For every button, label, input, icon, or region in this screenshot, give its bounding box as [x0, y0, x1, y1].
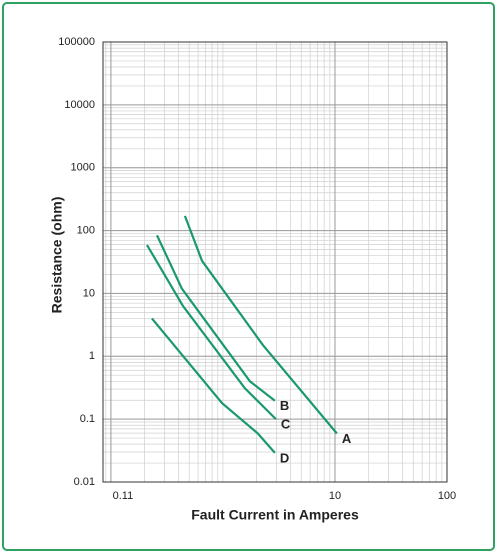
y-tick-label: 100000 — [58, 36, 95, 48]
curve-label: B — [280, 398, 289, 413]
curve-label: D — [280, 450, 289, 465]
curve — [156, 234, 276, 402]
frame — [2, 2, 495, 551]
curve-label: A — [342, 431, 352, 446]
curve — [146, 244, 277, 420]
curve — [151, 317, 276, 454]
y-tick-label: 0.01 — [74, 476, 95, 488]
x-tick-label: 100 — [438, 490, 456, 502]
y-tick-label: 100 — [77, 224, 95, 236]
x-tick-label: 10 — [329, 490, 341, 502]
y-tick-label: 1000 — [71, 162, 95, 174]
curve — [183, 215, 338, 435]
x-tick-label: 0.11 — [113, 490, 134, 502]
y-tick-label: 10 — [83, 287, 95, 299]
curve-label: C — [281, 417, 291, 432]
y-tick-label: 10000 — [64, 99, 95, 111]
x-axis-title: Fault Current in Amperes — [191, 507, 359, 523]
grid — [103, 41, 448, 483]
y-tick-label: 0.1 — [80, 413, 95, 425]
plot-area — [102, 41, 448, 483]
y-axis-title: Resistance (ohm) — [49, 197, 65, 314]
y-tick-label: 1 — [89, 350, 95, 362]
